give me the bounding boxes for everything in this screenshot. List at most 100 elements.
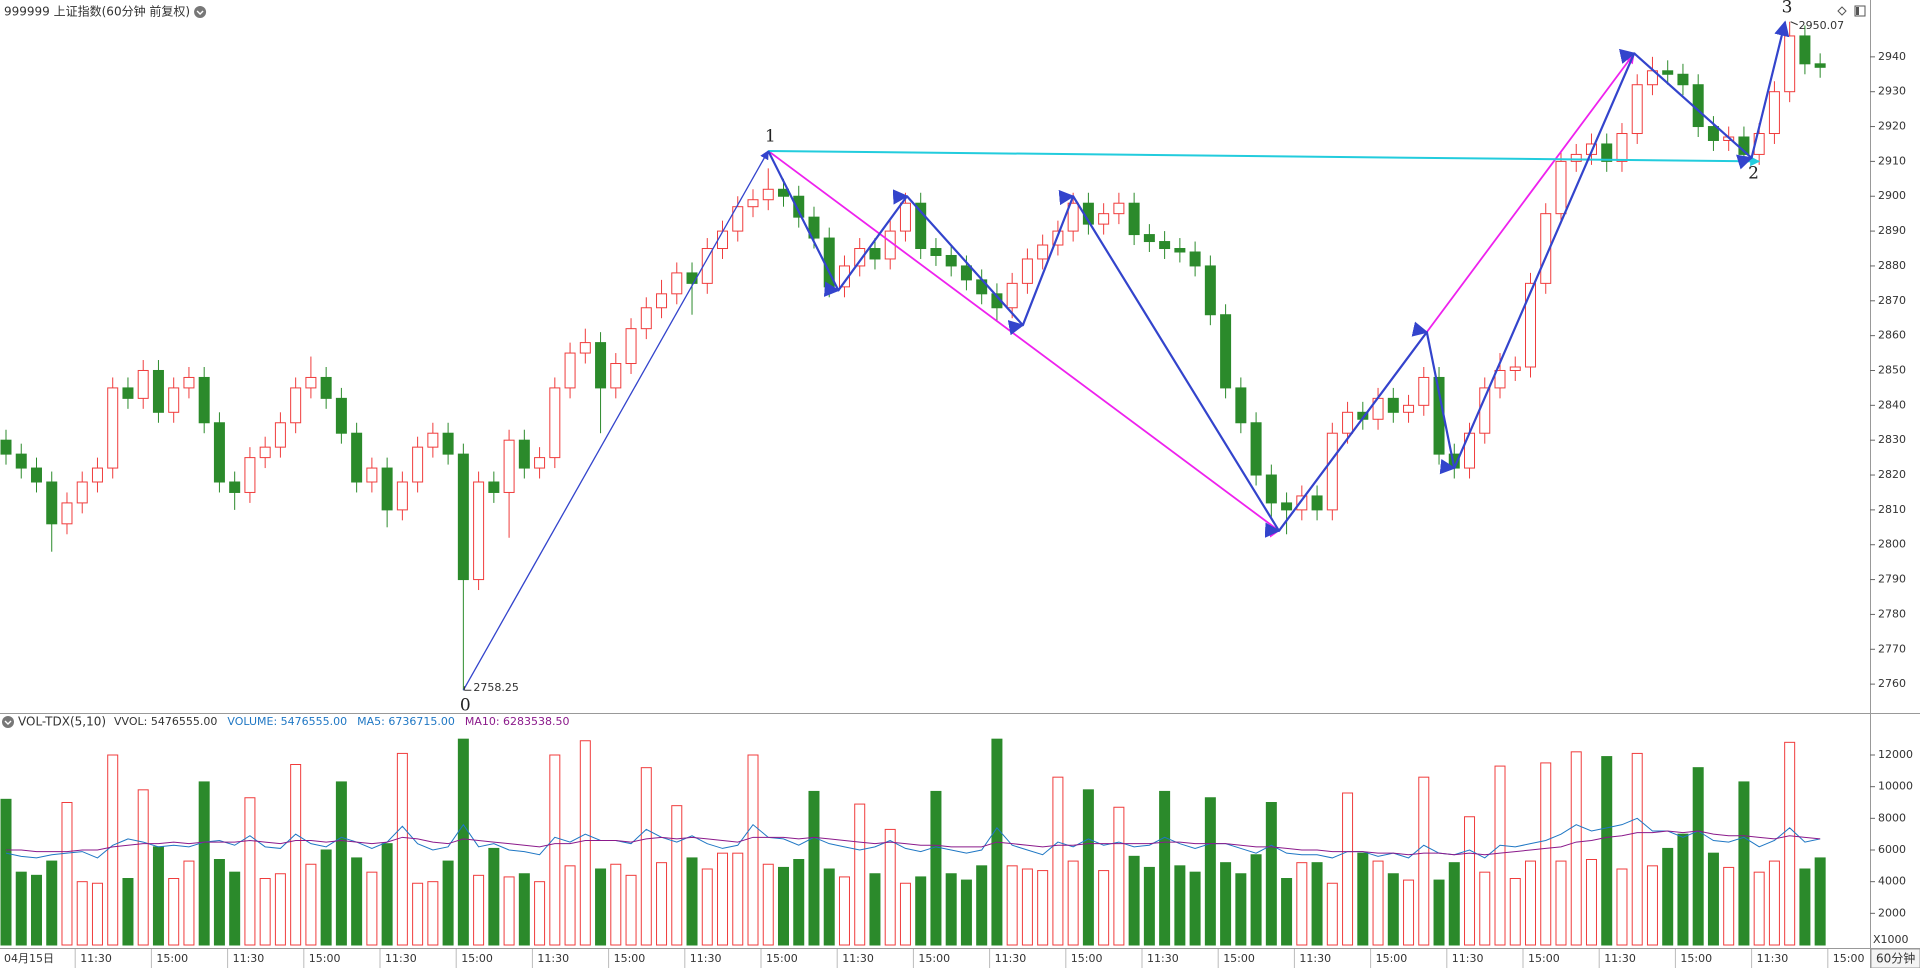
- volume-bar: [640, 767, 652, 946]
- candle-body: [1509, 366, 1521, 371]
- volume-bar: [884, 828, 896, 946]
- volume-bar: [1220, 862, 1232, 946]
- candle-body: [1250, 422, 1262, 476]
- volume-bar: [1372, 860, 1384, 946]
- candle-body: [808, 216, 820, 239]
- volume-bar: [1387, 873, 1399, 946]
- candle-body: [1662, 70, 1674, 75]
- legend-entry: MA5: 6736715.00: [357, 715, 455, 728]
- volume-bar: [1662, 847, 1674, 946]
- volume-bar: [1006, 865, 1018, 946]
- x-tick-label: 15:00: [614, 952, 646, 965]
- period-label[interactable]: 60分钟: [1876, 951, 1915, 966]
- volume-bar: [442, 860, 454, 946]
- y-tick-label: 2830: [1878, 433, 1906, 446]
- volume-bar: [503, 876, 515, 946]
- volume-bar: [564, 865, 576, 946]
- volume-bar: [381, 843, 393, 946]
- candle-body: [625, 328, 637, 365]
- volume-bar: [1189, 871, 1201, 946]
- volume-bar: [869, 873, 881, 946]
- volume-bar: [823, 868, 835, 946]
- volume-bar: [1128, 855, 1140, 946]
- volume-bar: [808, 790, 820, 946]
- candle-body: [30, 467, 42, 483]
- candle-body: [1403, 404, 1415, 413]
- candle-body: [427, 432, 439, 448]
- panel-icon[interactable]: [1854, 5, 1866, 17]
- volume-bar: [1082, 789, 1094, 946]
- candle-body: [534, 457, 546, 469]
- wave-label: 2: [1748, 163, 1759, 183]
- trend-drawing: [767, 20, 1790, 538]
- candle-body: [1113, 202, 1125, 215]
- chart-title: 999999 上证指数(60分钟 前复权): [4, 4, 190, 19]
- volume-bar: [1418, 776, 1430, 946]
- volume-bar: [107, 754, 119, 946]
- diamond-icon[interactable]: [1837, 6, 1847, 16]
- volume-bar: [1296, 862, 1308, 946]
- candle-body: [381, 467, 393, 511]
- candle-body: [1525, 282, 1536, 368]
- y-tick-label: 2880: [1878, 259, 1906, 272]
- candle-body: [1692, 84, 1704, 128]
- wave-label: 1: [765, 126, 776, 146]
- candle-body: [717, 230, 729, 250]
- candle-body: [503, 439, 515, 493]
- x-tick-label: 15:00: [918, 952, 950, 965]
- volume-bar: [1204, 797, 1216, 946]
- candle-body: [1296, 495, 1308, 511]
- candle-body: [244, 457, 256, 493]
- volume-bar: [610, 863, 622, 946]
- candle-body: [1418, 376, 1430, 406]
- toolbar-icons[interactable]: [1837, 5, 1866, 17]
- candle-body: [732, 206, 744, 232]
- volume-bar: [290, 764, 302, 946]
- x-tick-label: 11:30: [385, 952, 417, 965]
- candle-body: [1311, 495, 1323, 511]
- candle-body: [656, 293, 668, 309]
- volume-bar: [122, 878, 134, 946]
- y-tick-label: 2800: [1878, 538, 1906, 551]
- volume-bar: [1021, 868, 1033, 946]
- volume-bar: [1525, 860, 1536, 946]
- candle-body: [518, 439, 530, 469]
- legend-entry: VVOL: 5476555.00: [114, 715, 217, 728]
- y-tick-label: 2850: [1878, 363, 1906, 376]
- candle-body: [1616, 133, 1628, 162]
- candle-body: [1814, 63, 1826, 68]
- y-tick-label: 2920: [1878, 120, 1906, 133]
- volume-bar: [1555, 860, 1567, 946]
- volume-bar: [1738, 781, 1750, 946]
- volume-bar: [1494, 765, 1506, 946]
- candle-body: [1707, 126, 1719, 141]
- low-marker: [463, 686, 472, 691]
- candle-body: [473, 481, 485, 581]
- volume-bar: [1098, 870, 1110, 946]
- period-box[interactable]: [1870, 948, 1920, 968]
- ma-line: [5, 817, 1821, 859]
- candle-body: [76, 481, 88, 504]
- volume-bar: [701, 868, 713, 946]
- volume-bar: [91, 882, 103, 946]
- volume-bar: [1235, 873, 1247, 946]
- dropdown-icon[interactable]: [194, 6, 207, 18]
- y-tick-label: 10000: [1878, 780, 1913, 793]
- volume-bar: [1616, 868, 1628, 946]
- candle-body: [457, 453, 469, 581]
- candle-body: [320, 376, 332, 399]
- dropdown-icon[interactable]: [2, 716, 14, 728]
- volume-bar: [1784, 741, 1796, 946]
- candle-body: [442, 432, 454, 455]
- volume-bar: [1281, 878, 1293, 946]
- volume-bar: [518, 873, 530, 946]
- x-tick-label: 15:00: [766, 952, 798, 965]
- x-tick-label: 11:30: [1757, 952, 1789, 965]
- x-tick-label: 15:00: [1528, 952, 1560, 965]
- candle-body: [1799, 35, 1811, 65]
- candle-body: [1006, 282, 1018, 309]
- volume-bar: [960, 879, 972, 946]
- candle-body: [1204, 265, 1216, 316]
- candle-body: [1189, 251, 1201, 267]
- candle-body: [1235, 387, 1247, 424]
